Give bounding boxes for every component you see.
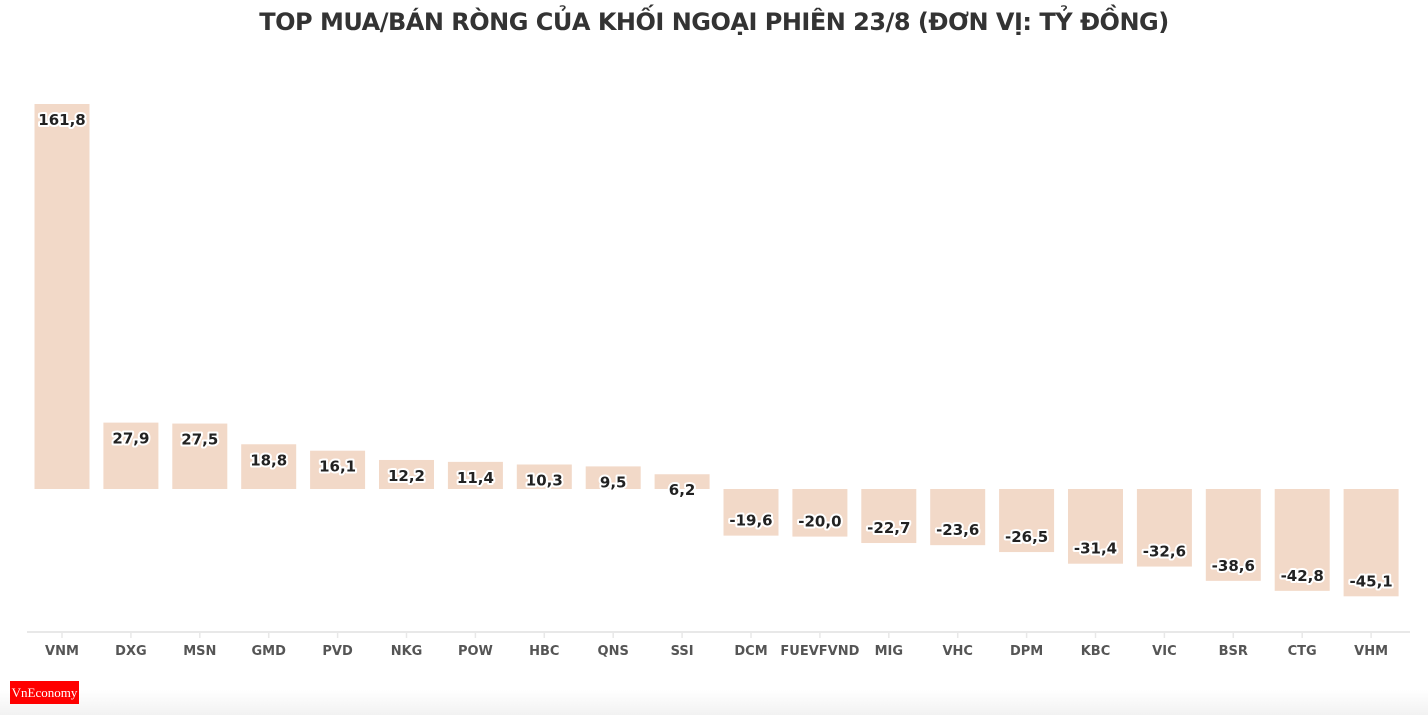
data-label: 12,2 (388, 467, 425, 485)
data-label: 11,4 (457, 469, 494, 487)
data-label: -26,5 (1005, 528, 1048, 546)
footer-fade (0, 690, 1428, 715)
bar-vhm (1343, 489, 1399, 597)
chart-title: TOP MUA/BÁN RÒNG CỦA KHỐI NGOẠI PHIÊN 23… (259, 8, 1169, 36)
data-label: 161,8 (38, 111, 85, 129)
data-label: 27,5 (181, 431, 218, 449)
bar-bsr (1205, 489, 1261, 581)
x-tick-label: VNM (45, 644, 79, 659)
data-label: -38,6 (1212, 557, 1255, 575)
x-tick-label: HBC (529, 644, 559, 659)
bar-dxg (103, 422, 159, 489)
data-label: -31,4 (1074, 540, 1117, 558)
data-label: -42,8 (1281, 567, 1324, 585)
data-label: 18,8 (250, 451, 287, 469)
x-tick-label: DPM (1010, 644, 1043, 659)
data-label: 6,2 (669, 481, 696, 499)
x-tick-label: VHM (1354, 644, 1388, 659)
x-tick-label: POW (458, 644, 493, 659)
bar-kbc (1068, 489, 1123, 564)
x-tick-label: KBC (1081, 644, 1111, 659)
data-label: -32,6 (1143, 543, 1186, 561)
bar-pvd (310, 450, 366, 489)
bar-qns (585, 466, 641, 489)
x-tick-label: NKG (391, 644, 423, 659)
x-tick-label: DCM (734, 644, 767, 659)
x-tick-label: MSN (183, 644, 216, 659)
bar-pow (447, 461, 503, 489)
data-label: -22,7 (867, 519, 910, 537)
vneconomy-logo: VnEconomy (10, 681, 79, 704)
x-tick-label: FUEVFVND (780, 644, 859, 659)
x-tick-label: PVD (322, 644, 353, 659)
bar-ctg (1274, 489, 1330, 591)
bar-ssi (654, 474, 710, 489)
bar-hbc (516, 464, 572, 489)
bar-gmd (241, 444, 297, 489)
x-tick-label: VIC (1152, 644, 1176, 659)
x-tick-label: BSR (1219, 644, 1248, 659)
x-tick-label: QNS (598, 644, 629, 659)
data-label: -20,0 (798, 513, 841, 531)
x-tick-label: SSI (671, 644, 694, 659)
x-tick-label: DXG (115, 644, 146, 659)
bar-dpm (999, 489, 1055, 553)
data-label: 16,1 (319, 458, 356, 476)
bar-vhc (930, 489, 986, 546)
x-tick-label: GMD (251, 644, 286, 659)
x-tick-label: VHC (942, 644, 972, 659)
bar-mig (861, 489, 917, 544)
data-label: 10,3 (526, 471, 563, 489)
data-label: -23,6 (936, 521, 979, 539)
data-label: -19,6 (729, 512, 772, 530)
x-tick-label: MIG (875, 644, 903, 659)
bar-fuevfvnd (792, 489, 848, 537)
data-label: -45,1 (1349, 572, 1392, 590)
data-label: 9,5 (600, 473, 627, 491)
bar-dcm (723, 489, 779, 536)
bar-vic (1136, 489, 1192, 567)
bar-vnm (34, 104, 90, 489)
data-label: 27,9 (112, 430, 149, 448)
x-tick-label: CTG (1288, 644, 1317, 659)
bar-nkg (379, 459, 434, 489)
bar-msn (172, 423, 228, 489)
